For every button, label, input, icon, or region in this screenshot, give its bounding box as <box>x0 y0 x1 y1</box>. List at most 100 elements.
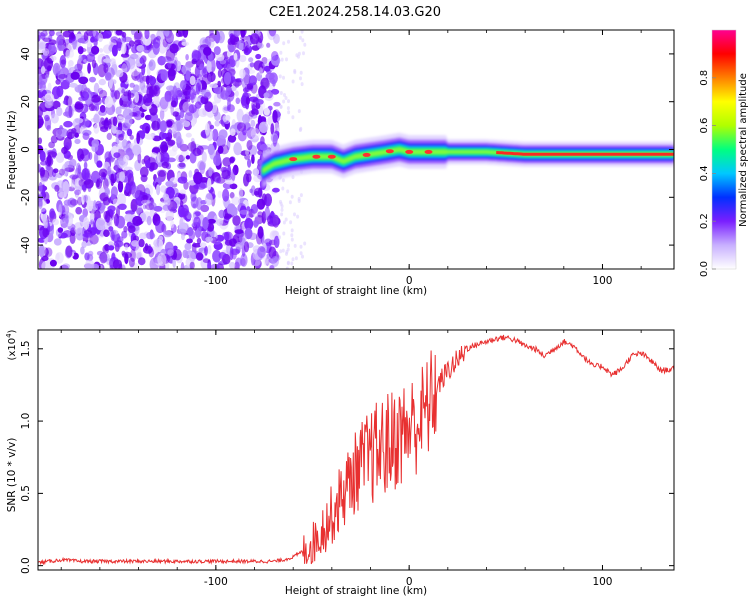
spectrogram-noise-cell <box>114 90 121 100</box>
spectrogram-noise-cell <box>228 44 235 53</box>
spectrogram-noise-cell <box>49 208 55 219</box>
spectrogram-noise-cell <box>92 30 97 37</box>
spectrogram-noise-cell <box>138 238 145 248</box>
spectrogram-noise-cell <box>132 105 141 118</box>
spectrogram-noise-cell <box>121 88 125 94</box>
spectrogram-noise-cell <box>74 138 81 145</box>
spectrogram-noise-cell <box>222 157 232 167</box>
spectrogram-noise-cell <box>233 52 238 61</box>
snr-panel: -100 0 100 0.0 0.5 1.0 1.5 Height of straight… <box>5 329 675 597</box>
spectrogram-noise-cell <box>146 215 152 226</box>
spectrogram-noise-cell <box>228 261 236 269</box>
spectrogram-noise-cell <box>170 220 175 229</box>
spectrogram-noise-cell <box>213 46 221 56</box>
spectrogram-noise-cell <box>164 30 170 37</box>
spectrogram-noise-cell <box>209 146 216 160</box>
spectrogram-noise-cell <box>138 83 145 95</box>
spectrogram-noise-cell <box>303 42 307 47</box>
spectrogram-noise-cell <box>159 96 169 110</box>
spectrogram-noise-cell <box>258 67 263 76</box>
spectrogram-noise-cell <box>38 106 44 118</box>
spectrogram-noise-cell <box>40 167 45 179</box>
spectrogram-noise-cell <box>83 161 88 170</box>
spectrogram-noise-cell <box>86 201 93 212</box>
spectrogram-noise-cell <box>93 82 100 95</box>
spectrogram-noise-cell <box>290 194 294 199</box>
spectrogram-noise-cell <box>75 188 79 199</box>
spectrogram-noise-cell <box>51 86 61 100</box>
spectrogram-noise-cell <box>243 173 250 187</box>
spectrogram-noise-cell <box>165 209 174 222</box>
spectrogram-noise-cell <box>212 128 219 142</box>
spectrogram-noise-cell <box>123 133 128 140</box>
spectrogram-noise-cell <box>41 208 47 215</box>
spectrogram-noise-cell <box>279 104 283 109</box>
spectrogram-noise-cell <box>268 72 278 85</box>
spectrogram-noise-cell <box>90 36 95 43</box>
spectrogram-noise-cell <box>113 152 121 159</box>
figure-title: C2E1.2024.258.14.03.G20 <box>269 5 441 20</box>
spectrogram-noise-cell <box>245 96 250 105</box>
spectrogram-noise-cell <box>253 174 263 183</box>
spectrogram-noise-cell <box>158 41 167 54</box>
spectrogram-noise-cell <box>243 74 250 86</box>
spectrogram-noise-cell <box>80 246 85 255</box>
spectrogram-noise-cell <box>272 214 280 228</box>
spectrogram-noise-cell <box>179 189 187 195</box>
spectrogram-noise-cell <box>105 210 111 223</box>
spectrogram-noise-cell <box>159 108 165 121</box>
spectrogram-noise-cell <box>88 103 95 112</box>
spectrogram-noise-cell <box>248 75 257 86</box>
spectrogram-noise-cell <box>210 59 216 72</box>
spectrogram-noise-cell <box>248 57 254 63</box>
spectrogram-noise-cell <box>123 226 128 233</box>
spectrogram-noise-cell <box>131 240 140 247</box>
spectrogram-noise-cell <box>87 253 94 262</box>
spectrogram-noise-cell <box>153 205 163 212</box>
spectrogram-noise-cell <box>55 128 64 139</box>
spectrogram-noise-cell <box>195 82 201 95</box>
spectrogram-noise-cell <box>78 54 83 63</box>
spectrogram-noise-cell <box>137 257 146 266</box>
spectrogram-noise-cell <box>202 67 207 74</box>
spectrogram-noise-cell <box>122 251 133 259</box>
spectrogram-noise-cell <box>282 41 286 46</box>
spectrogram-noise-cell <box>280 212 284 217</box>
spectrogram-noise-cell <box>98 87 104 95</box>
spectrogram-noise-cell <box>115 215 126 229</box>
spectrogram-noise-cell <box>233 30 241 37</box>
spectrogram-noise-cell <box>199 161 206 175</box>
spectrogram-noise-cell <box>91 143 99 153</box>
spectrogram-noise-cell <box>226 203 236 216</box>
spectrogram-noise-cell <box>48 42 56 55</box>
spectrogram-noise-cell <box>235 58 240 68</box>
spectrogram-noise-cell <box>129 134 134 140</box>
spectrogram-noise-cell <box>239 68 246 79</box>
spectrogram-noise-cell <box>77 164 82 175</box>
spectrogram-noise-cell <box>179 143 189 152</box>
spectrogram-noise-field <box>38 30 307 269</box>
spectrogram-x-tick-label: 0 <box>406 275 413 287</box>
spectrogram-noise-cell <box>299 126 303 131</box>
spectrogram-noise-cell <box>230 128 236 136</box>
spectrogram-noise-cell <box>89 234 99 245</box>
spectrogram-y-tick-label: -20 <box>20 189 32 206</box>
spectrogram-noise-cell <box>188 104 197 114</box>
spectrogram-noise-cell <box>44 247 53 257</box>
spectrogram-noise-cell <box>189 151 197 164</box>
spectrogram-noise-cell <box>246 126 256 139</box>
spectrogram-noise-cell <box>243 241 250 253</box>
spectrogram-noise-cell <box>234 90 239 97</box>
spectrogram-noise-cell <box>130 30 136 36</box>
spectrogram-noise-cell <box>231 196 241 205</box>
spectrogram-noise-cell <box>75 206 83 215</box>
spectrogram-noise-cell <box>44 93 55 102</box>
spectrogram-noise-cell <box>61 163 69 177</box>
spectrogram-noise-cell <box>285 266 289 269</box>
spectrogram-noise-cell <box>196 145 204 156</box>
spectrogram-noise-cell <box>172 85 178 99</box>
spectrogram-noise-cell <box>239 232 247 244</box>
snr-y-tick-label: 0.0 <box>20 557 32 574</box>
spectrogram-noise-cell <box>300 30 304 34</box>
spectrogram-noise-cell <box>293 212 296 217</box>
